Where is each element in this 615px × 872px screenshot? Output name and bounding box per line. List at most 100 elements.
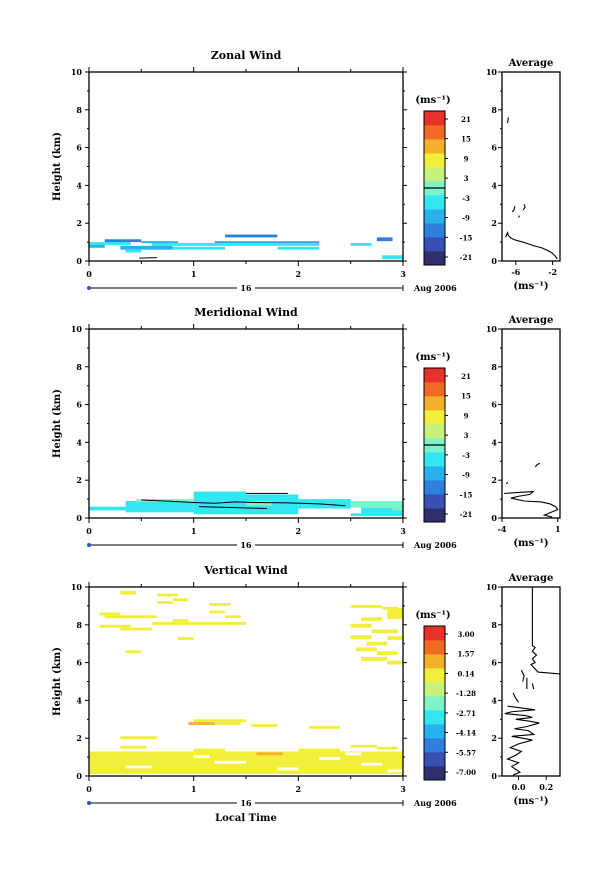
colorbar-band <box>424 452 445 467</box>
date-suffix: Aug 2006 <box>413 798 457 808</box>
average-y-tick-label: 6 <box>491 400 497 410</box>
average-x-tick-label: -6 <box>511 267 520 277</box>
heatmap-cell <box>125 500 194 513</box>
colorbar-label: 21 <box>461 115 471 124</box>
y-tick-label: 2 <box>76 733 82 743</box>
colorbar-band <box>424 153 445 168</box>
y-axis-label: Height (km) <box>52 647 63 716</box>
panel-3: Vertical Wind 0 2 4 6 8 10 0 1 2 3 Height (km) 16 Aug… <box>52 564 561 824</box>
colorbar-band <box>424 710 445 725</box>
panel-title: Zonal Wind <box>211 49 282 62</box>
average-profile-line <box>518 215 520 218</box>
zero-contour <box>139 257 158 259</box>
heatmap-cell <box>366 641 388 646</box>
colorbar-unit: (ms⁻¹) <box>415 610 450 621</box>
average-profile-line <box>534 462 541 468</box>
heatmap-cell <box>361 656 388 661</box>
panel-title: Vertical Wind <box>203 564 288 577</box>
average-profile-line <box>522 204 526 211</box>
heatmap-cell <box>225 615 241 619</box>
average-profile-line <box>530 587 561 675</box>
average-profile-line <box>511 206 516 213</box>
y-tick-label: 8 <box>76 362 82 372</box>
x-tick-label: 0 <box>86 526 92 536</box>
average-y-tick-label: 2 <box>491 218 497 228</box>
x-tick-label: 0 <box>86 269 92 279</box>
colorbar-band <box>424 209 445 224</box>
average-x-label: (ms⁻¹) <box>513 281 548 292</box>
colorbar-band <box>424 111 445 126</box>
average-frame <box>501 586 561 777</box>
heatmap-cell <box>172 246 226 250</box>
heatmap-gap <box>387 769 403 773</box>
date-axis-marker <box>87 801 91 805</box>
heatmap-cell <box>376 746 398 750</box>
x-tick-label: 1 <box>191 784 197 794</box>
y-tick-label: 6 <box>76 400 82 410</box>
average-y-tick-label: 4 <box>491 437 497 447</box>
colorbar-band <box>424 410 445 425</box>
colorbar-label: -3 <box>462 451 470 460</box>
heatmap-gap <box>319 757 341 760</box>
heatmap-cell <box>214 241 320 244</box>
colorbar-label: -9 <box>462 471 470 480</box>
colorbar-label: -7.00 <box>456 768 476 777</box>
x-tick-label: 3 <box>400 269 406 279</box>
average-y-tick-label: 6 <box>491 143 497 153</box>
heatmap-cell <box>246 500 273 506</box>
average-title: Average <box>508 315 554 326</box>
average-profile-line <box>512 692 520 703</box>
heatmap-cell <box>361 617 383 622</box>
heatmap-cell <box>157 601 173 605</box>
average-x-tick-label: 0.2 <box>539 782 553 792</box>
colorbar-band <box>424 766 445 781</box>
colorbar-band <box>424 466 445 481</box>
average-x-tick-label: 1 <box>555 524 561 534</box>
date-label: 16 <box>240 283 252 293</box>
average-x-tick-label: -2 <box>548 267 557 277</box>
average-y-tick-label: 10 <box>486 582 498 592</box>
heatmap-cell <box>350 635 372 639</box>
y-tick-label: 0 <box>76 513 82 523</box>
colorbar-label: -21 <box>460 510 473 519</box>
average-frame <box>501 328 561 519</box>
colorbar-band <box>424 682 445 697</box>
average-profile-line <box>506 117 509 124</box>
heatmap-cell <box>125 650 142 654</box>
average-y-tick-label: 8 <box>491 362 497 372</box>
average-profile-line <box>504 490 559 518</box>
heatmap-cell <box>209 603 231 606</box>
colorbar-label: 9 <box>464 154 469 163</box>
x-axis-label: Local Time <box>215 813 277 824</box>
heatmap-cell <box>89 242 131 245</box>
y-tick-label: 2 <box>76 218 82 228</box>
y-tick-label: 6 <box>76 658 82 668</box>
colorbar-label: -15 <box>460 490 473 499</box>
colorbar-band <box>424 237 445 252</box>
colorbar-band <box>424 396 445 411</box>
y-axis-label: Height (km) <box>52 389 63 458</box>
heatmap-cell <box>120 590 137 595</box>
heatmap-cell <box>225 234 278 238</box>
average-panel: Average 0 2 4 6 8 10 -6 -2(ms⁻¹) <box>486 58 561 292</box>
average-y-tick-label: 10 <box>486 67 498 77</box>
heatmap-cell <box>387 636 403 640</box>
date-axis-marker <box>87 286 91 290</box>
heatmap-cell <box>350 500 393 508</box>
y-tick-label: 0 <box>76 256 82 266</box>
average-x-label: (ms⁻¹) <box>513 796 548 807</box>
average-profile-line <box>505 481 509 485</box>
average-y-tick-label: 0 <box>491 513 497 523</box>
heatmap-cell <box>387 660 403 665</box>
average-profile-line <box>504 705 540 776</box>
heatmap-cell <box>350 623 372 628</box>
colorbar-label: -5.57 <box>456 748 476 757</box>
y-tick-label: 4 <box>76 180 82 190</box>
colorbar-label: 1.57 <box>457 650 474 659</box>
heatmap-cell <box>371 629 398 634</box>
heatmap-cell <box>392 500 403 511</box>
y-tick-label: 10 <box>71 324 83 334</box>
heatmap-cell <box>104 615 158 619</box>
heatmap-cell <box>89 243 105 248</box>
